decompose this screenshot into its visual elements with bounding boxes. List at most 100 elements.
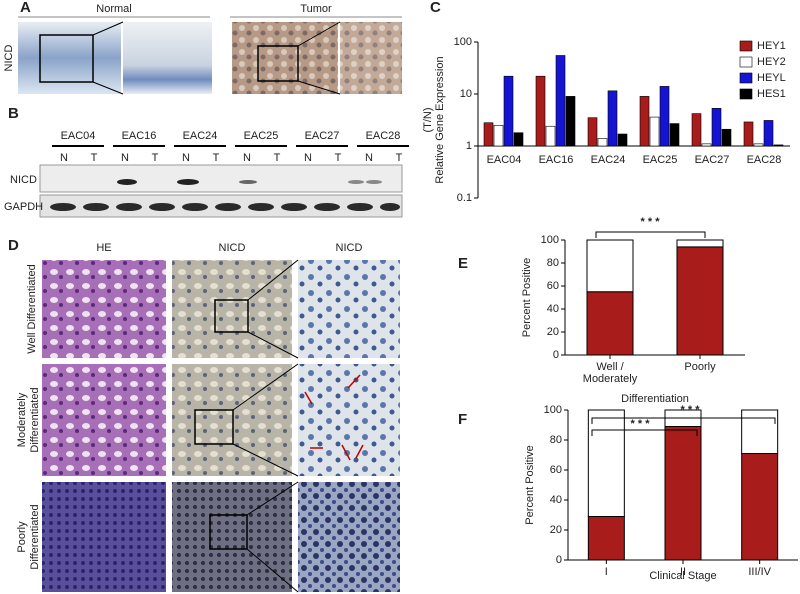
band	[347, 203, 373, 211]
sample-label: EAC04	[61, 130, 96, 142]
blot-label: NICD	[10, 174, 37, 186]
bar	[607, 90, 618, 147]
y-tick-label: 0	[556, 554, 562, 566]
bar	[483, 122, 494, 147]
bar	[763, 120, 774, 147]
x-tick-label: I	[604, 566, 608, 578]
x-axis-label: Clinical Stage	[649, 570, 716, 582]
bar	[535, 75, 546, 147]
y-tick-label: 1	[466, 140, 472, 152]
bar	[555, 55, 566, 147]
x-tick-label: Poorly	[684, 361, 716, 373]
column-label: HE	[96, 242, 111, 254]
y-tick-label: 0	[553, 349, 559, 361]
lane-label: N	[243, 152, 251, 164]
bar	[649, 116, 660, 147]
zoom-line	[232, 443, 299, 477]
bar	[617, 133, 628, 147]
column-label: NICD	[219, 242, 246, 254]
micrograph	[42, 482, 166, 592]
legend-swatch	[739, 72, 753, 84]
panel-a-images	[18, 16, 402, 95]
significance-bracket	[591, 417, 776, 424]
y-tick-label: 40	[547, 303, 559, 315]
bar-segment	[676, 239, 724, 248]
band	[117, 179, 137, 185]
band	[366, 180, 382, 184]
y-tick-label: 0.1	[457, 192, 472, 204]
arrow	[341, 444, 351, 461]
sample-label: EAC25	[244, 130, 279, 142]
column-label: NICD	[336, 242, 363, 254]
bar	[721, 128, 732, 147]
bar-segment	[664, 426, 702, 561]
zoom-line	[246, 548, 299, 593]
y-tick-label: 100	[541, 234, 559, 246]
y-tick-label: 40	[550, 494, 562, 506]
row-label: Differentiated	[29, 504, 41, 569]
band	[116, 203, 142, 211]
panel-letter: A	[20, 0, 31, 16]
micrograph	[172, 482, 292, 592]
row-label: Well Differentiated	[26, 264, 38, 353]
zoom-box	[214, 299, 249, 333]
y-tick-label: 20	[550, 524, 562, 536]
bar	[493, 125, 504, 147]
micrograph	[123, 22, 212, 94]
panel-d-images	[42, 259, 400, 593]
panel-letter: D	[8, 237, 19, 254]
zoom-line	[297, 21, 341, 47]
y-axis-label: Percent Positive	[524, 445, 536, 524]
row-label: Differentiated	[29, 387, 41, 452]
row-label: Moderately	[16, 392, 28, 447]
band	[149, 203, 175, 211]
lane-label: T	[91, 152, 98, 164]
lane-label: T	[213, 152, 220, 164]
x-tick-label: EAC25	[643, 154, 678, 166]
arrow	[347, 374, 361, 389]
zoom-line	[246, 481, 299, 516]
band	[248, 203, 274, 211]
sample-label: EAC28	[366, 130, 401, 142]
bar	[545, 125, 556, 147]
x-tick-label: II	[679, 566, 687, 578]
lane-label: N	[182, 152, 190, 164]
y-tick-label: 100	[454, 36, 472, 48]
group-label: Tumor	[300, 3, 332, 15]
sample-label: EAC24	[183, 130, 218, 142]
band	[177, 179, 199, 185]
micrograph	[172, 260, 292, 358]
x-tick-label: EAC28	[747, 154, 782, 166]
significance-label: * * *	[681, 404, 701, 416]
group-label: Normal	[96, 3, 131, 15]
y-tick-label: 10	[460, 88, 472, 100]
bar-segment	[741, 453, 779, 561]
lane-label: T	[274, 152, 281, 164]
band	[182, 203, 208, 211]
lane-label: T	[335, 152, 342, 164]
band	[50, 203, 76, 211]
zoom-box	[257, 45, 299, 82]
panel-letter: E	[458, 255, 468, 272]
arrow	[355, 444, 364, 459]
zoom-line	[247, 331, 299, 359]
lane-label: N	[121, 152, 129, 164]
zoom-line	[92, 81, 124, 95]
band	[380, 203, 400, 211]
zoom-line	[232, 363, 299, 411]
legend-label: HES1	[757, 88, 786, 100]
band	[281, 203, 307, 211]
y-axis-label: (T/N)	[422, 107, 434, 132]
arrow	[304, 391, 313, 405]
lane-label: T	[152, 152, 159, 164]
panel-letter: B	[8, 105, 19, 122]
bar	[773, 144, 784, 147]
x-tick-label: III/IV	[748, 566, 771, 578]
legend-label: HEY2	[757, 56, 786, 68]
x-tick-label: Well / Moderately	[582, 361, 638, 385]
bar	[701, 143, 712, 147]
significance-label: * * *	[631, 418, 651, 430]
micrograph	[42, 364, 166, 476]
blot-strip	[39, 164, 403, 193]
